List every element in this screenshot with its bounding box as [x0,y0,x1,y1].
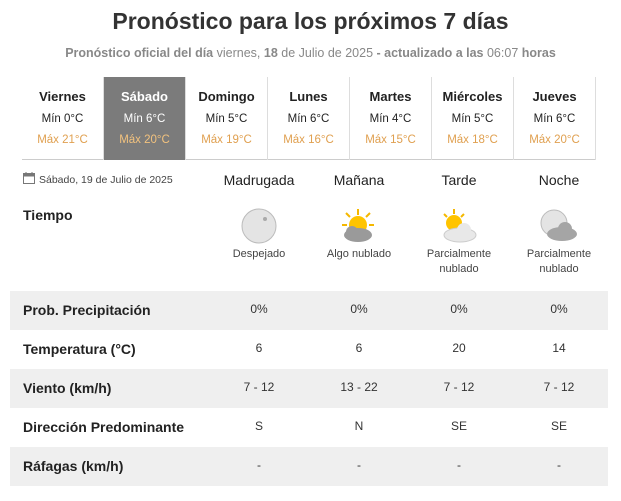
detail-date: Sábado, 19 de Julio de 2025 [39,174,173,186]
row-value: 0% [450,302,468,316]
day-tab[interactable]: Jueves Mín 6°C Máx 20°C [514,77,596,160]
table-row [10,291,608,330]
row-value: 7 - 12 [443,380,475,394]
subtitle-part: Pronóstico oficial del día [65,46,214,60]
row-value: 6 [255,341,263,355]
period-header: Madrugada [223,172,295,188]
icon-partly-cloudy [443,209,477,243]
subtitle-part: viernes, [216,46,261,60]
tabs-border [22,159,595,160]
row-label: Temperatura (°C) [23,341,136,357]
day-min: Mín 0°C [41,113,84,125]
row-label: Dirección Predominante [23,419,185,435]
day-tab[interactable]: Sábado Mín 6°C Máx 20°C [104,77,186,160]
row-value: SE [450,419,467,433]
row-value: 14 [552,341,566,355]
day-min: Mín 5°C [451,113,494,125]
day-min: Mín 5°C [205,113,248,125]
row-value: 7 - 12 [243,380,275,394]
day-tab[interactable]: Viernes Mín 0°C Máx 21°C [22,77,104,160]
day-tab[interactable]: Domingo Mín 5°C Máx 19°C [186,77,268,160]
row-value: SE [550,419,567,433]
day-max: Máx 20°C [529,134,580,146]
weather-desc: Despejado [232,248,286,260]
row-value: 0% [550,302,568,316]
weather-desc: Algo nublado [326,248,392,260]
icon-night-cloudy [540,209,577,241]
period-header: Tarde [441,172,477,188]
day-name: Sábado [121,89,168,104]
weather-desc: Parcialmente nublado [526,248,592,275]
day-tab[interactable]: Lunes Mín 6°C Máx 16°C [268,77,350,160]
day-max: Máx 19°C [201,134,252,146]
day-min: Mín 6°C [287,113,330,125]
row-value: - [357,458,361,472]
subtitle-part: - actualizado a las [376,46,484,60]
subtitle-part: 06:07 [486,46,519,60]
row-value: - [457,458,461,472]
day-name: Martes [369,89,412,104]
day-max: Máx 18°C [447,134,498,146]
day-min: Mín 4°C [369,113,412,125]
table-row [10,447,608,486]
day-tab[interactable]: Miércoles Mín 5°C Máx 18°C [432,77,514,160]
weather-label: Tiempo [23,207,73,223]
day-min: Mín 6°C [533,113,576,125]
row-value: 20 [452,341,466,355]
row-value: S [254,419,263,433]
row-value: - [557,458,561,472]
subtitle-part: de Julio de 2025 [281,46,374,60]
period-header: Noche [538,172,580,188]
day-name: Miércoles [442,89,503,104]
period-header: Mañana [333,172,385,188]
row-value: 13 - 22 [340,380,378,394]
page-title: Pronóstico para los próximos 7 días [112,8,509,34]
day-name: Jueves [532,89,577,104]
row-label: Ráfagas (km/h) [23,458,124,474]
day-name: Domingo [198,89,255,104]
icon-cloudy-sun [342,209,374,242]
subtitle-part: horas [521,46,556,60]
row-label: Viento (km/h) [23,380,112,396]
row-value: 6 [355,341,363,355]
day-tab[interactable]: Martes Mín 4°C Máx 15°C [350,77,432,160]
row-value: - [257,458,261,472]
subtitle-part: 18 [263,46,278,60]
row-value: N [354,419,364,433]
icon-clear-night [241,208,277,244]
subtitle: Pronóstico oficial del día viernes, 18 d… [0,46,621,60]
table-row [10,369,608,408]
day-max: Máx 16°C [283,134,334,146]
day-max: Máx 21°C [37,134,88,146]
day-min: Mín 6°C [123,113,166,125]
day-max: Máx 15°C [365,134,416,146]
day-max: Máx 20°C [119,134,170,146]
row-value: 7 - 12 [543,380,575,394]
row-label: Prob. Precipitación [23,302,151,318]
day-name: Viernes [39,89,86,104]
row-value: 0% [350,302,368,316]
day-name: Lunes [289,89,328,104]
weather-desc: Parcialmente nublado [426,248,492,275]
row-value: 0% [250,302,268,316]
calendar-icon [23,172,35,184]
